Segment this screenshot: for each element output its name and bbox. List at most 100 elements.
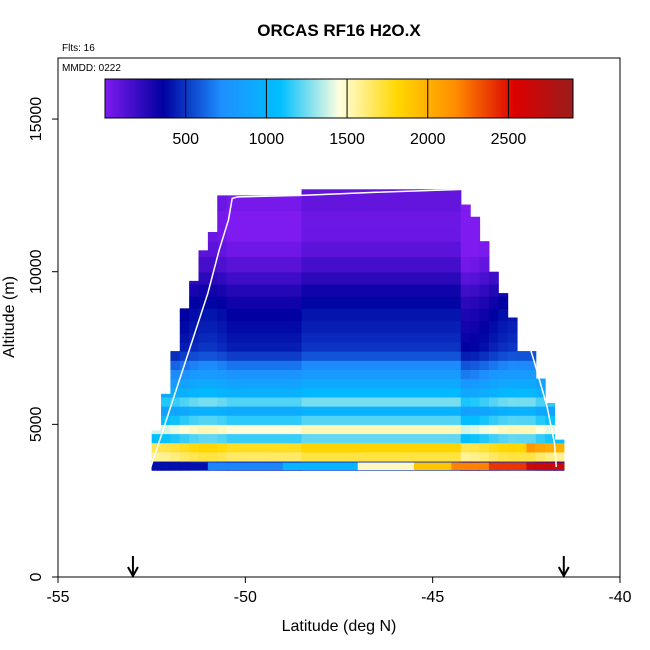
heatmap-cell <box>554 439 565 444</box>
heatmap-cell <box>198 396 209 407</box>
heatmap-cell <box>516 424 537 435</box>
heatmap-cell <box>198 271 209 285</box>
heatmap-cell <box>470 360 481 370</box>
heatmap-cell <box>460 415 471 425</box>
heatmap-cell <box>545 433 556 444</box>
heatmap-cell <box>516 433 537 444</box>
heatmap-cell <box>217 451 228 462</box>
heatmap-cell <box>226 351 303 361</box>
heatmap-cell <box>189 283 200 297</box>
heatmap-cell <box>226 406 303 416</box>
heatmap-cell <box>189 433 200 444</box>
heatmap-cell <box>488 433 499 444</box>
heatmap-cell <box>488 320 499 334</box>
heatmap-cell <box>161 442 171 453</box>
heatmap-cell <box>170 424 181 435</box>
heatmap-cell <box>151 430 162 435</box>
heatmap-cell <box>301 387 462 398</box>
x-tick-label: -45 <box>421 589 444 606</box>
heatmap-cell <box>217 256 228 273</box>
heatmap-cell <box>170 451 181 462</box>
heatmap-cell <box>479 271 490 285</box>
heatmap-cell <box>535 442 546 453</box>
heatmap-cell <box>507 332 518 343</box>
heatmap-cell <box>179 396 190 407</box>
heatmap-cell <box>470 320 481 334</box>
heatmap-cell <box>198 369 209 380</box>
heatmap-cell <box>470 296 481 309</box>
heatmap-cell <box>507 433 518 444</box>
heatmap-cell <box>488 332 499 343</box>
heatmap-cell <box>507 442 518 453</box>
surface-band-cell <box>207 462 284 471</box>
heatmap-cell <box>179 351 190 361</box>
heatmap-cell <box>207 283 218 297</box>
heatmap-cell <box>217 396 228 407</box>
heatmap-cell <box>479 442 490 453</box>
heatmap-cell <box>301 378 462 389</box>
x-tick-label: -50 <box>234 589 257 606</box>
heatmap-cell <box>170 433 181 444</box>
heatmap-cell <box>460 406 471 416</box>
heatmap-cell <box>207 360 218 370</box>
heatmap-cell <box>488 296 499 309</box>
date-note: MMDD: 0222 <box>62 63 121 74</box>
x-tick-label: -40 <box>608 589 631 606</box>
heatmap-cell <box>301 415 462 425</box>
heatmap-cell <box>479 320 490 334</box>
heatmap-cell <box>189 415 200 425</box>
heatmap-cell <box>226 360 303 370</box>
heatmap-cell <box>488 442 499 453</box>
heatmap-cell <box>207 341 218 352</box>
heatmap-cell <box>460 360 471 370</box>
heatmap-cell <box>161 433 171 444</box>
heatmap-cell <box>207 296 218 309</box>
heatmap-cell <box>198 332 209 343</box>
flight-track-line <box>149 188 558 471</box>
y-tick-label: 15000 <box>28 97 45 142</box>
heatmap-cell <box>170 360 181 370</box>
heatmap-cell <box>301 210 462 227</box>
heatmap-cell <box>189 442 200 453</box>
heatmap-cell <box>179 424 190 435</box>
heatmap-cell <box>526 442 537 453</box>
heatmap-cell <box>189 387 200 398</box>
heatmap-cell <box>460 378 471 389</box>
heatmap-cell <box>301 360 462 370</box>
heatmap-cell <box>460 387 471 398</box>
heatmap-cell <box>179 308 190 322</box>
heatmap-cell <box>161 393 171 398</box>
heatmap-cell <box>460 341 471 352</box>
heatmap-cell <box>470 216 481 227</box>
heatmap-cell <box>301 433 462 444</box>
heatmap-cell <box>217 283 228 297</box>
heatmap-cell <box>170 406 181 416</box>
x-axis: -55 -50 -45 -40 <box>46 577 632 606</box>
heatmap-cell <box>507 317 518 322</box>
y-tick-label: 0 <box>28 572 45 581</box>
heatmap-cell <box>189 369 200 380</box>
heatmap-cell <box>301 396 462 407</box>
heatmap-cell <box>498 341 509 352</box>
heatmap-cell <box>301 332 462 343</box>
heatmap-cell <box>470 308 481 322</box>
heatmap-cell <box>207 433 218 444</box>
heatmap-cell <box>460 210 471 227</box>
heatmap-cell <box>507 406 518 416</box>
heatmap-cell <box>189 424 200 435</box>
heatmap-cell <box>217 241 228 258</box>
heatmap-cell <box>198 283 209 297</box>
location-markers <box>127 556 570 579</box>
heatmap-cell <box>217 442 228 453</box>
heatmap-cell <box>460 320 471 334</box>
heatmap-cell <box>488 351 499 361</box>
heatmap-cell <box>545 442 556 453</box>
heatmap-cell <box>535 433 546 444</box>
heatmap-cell <box>301 451 462 462</box>
heatmap-cell <box>179 341 190 352</box>
heatmap-cell <box>507 415 518 425</box>
heatmap-cell <box>479 433 490 444</box>
heatmap-cell <box>207 332 218 343</box>
heatmap-cell <box>470 283 481 297</box>
